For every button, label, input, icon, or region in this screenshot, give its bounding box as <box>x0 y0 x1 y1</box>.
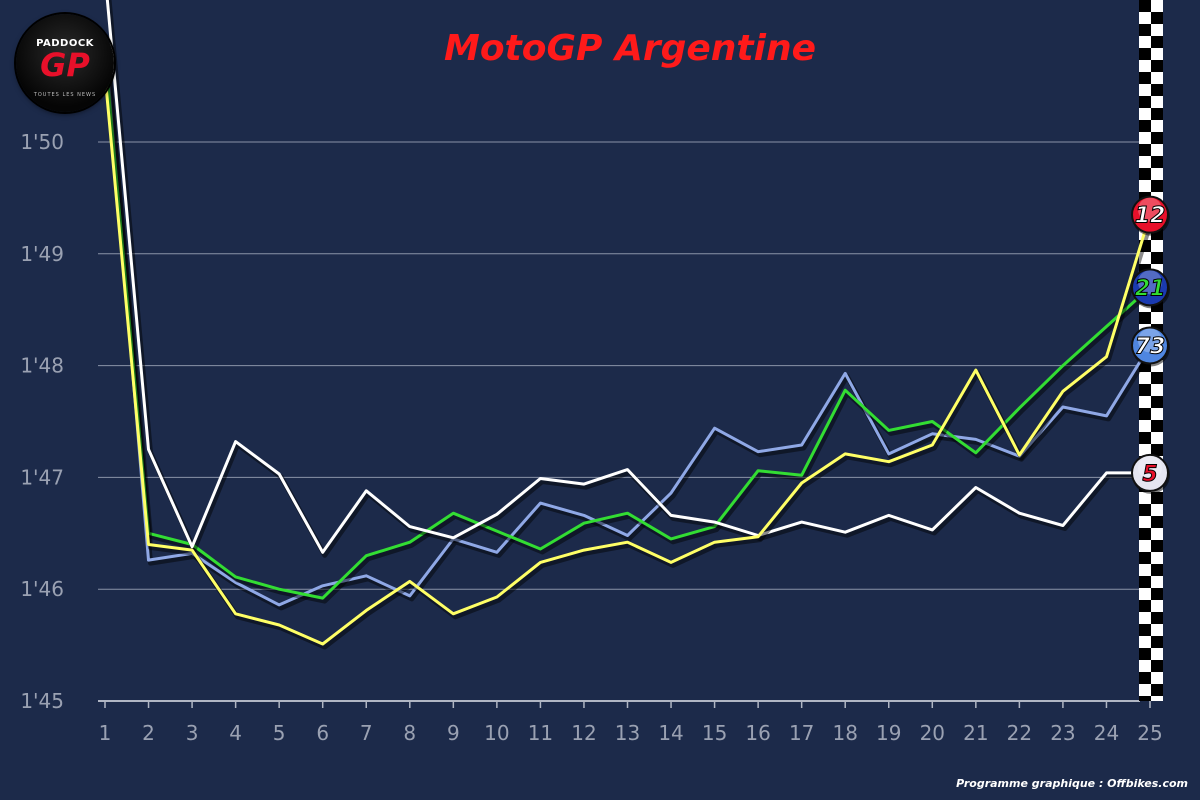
x-tick-label: 25 <box>1137 721 1162 745</box>
x-tick-label: 13 <box>615 721 640 745</box>
series-line-73 <box>103 41 1152 607</box>
x-tick-label: 3 <box>186 721 199 745</box>
chart-credit: Programme graphique : Offbikes.com <box>956 777 1188 790</box>
rider-badge-label: 21 <box>1135 276 1166 301</box>
rider-badge-label: 12 <box>1135 204 1166 229</box>
x-tick-label: 1 <box>99 721 112 745</box>
y-tick-label: 1'47 <box>20 465 64 489</box>
x-tick-label: 22 <box>1007 721 1032 745</box>
y-tick-label: 1'45 <box>20 689 64 713</box>
x-tick-label: 14 <box>658 721 683 745</box>
series-line-shadow-21 <box>104 55 1154 604</box>
y-tick-label: 1'48 <box>20 354 64 378</box>
series-line-12 <box>103 74 1152 646</box>
x-tick-label: 9 <box>447 721 460 745</box>
x-tick-label: 6 <box>316 721 329 745</box>
x-tick-label: 11 <box>528 721 553 745</box>
x-tick-label: 24 <box>1094 721 1119 745</box>
x-tick-label: 12 <box>571 721 596 745</box>
series-line-shadow-73 <box>104 44 1155 611</box>
x-tick-label: 18 <box>832 721 857 745</box>
logo-top-text: PADDOCK <box>36 38 94 49</box>
x-tick-label: 4 <box>229 721 242 745</box>
logo-bottom-text: TOUTES LES NEWS <box>33 92 97 98</box>
x-tick-label: 7 <box>360 721 373 745</box>
series-group <box>103 0 1155 650</box>
rider-badge-21: 21 <box>1131 268 1170 309</box>
x-tick-label: 2 <box>142 721 155 745</box>
x-tick-label: 10 <box>484 721 509 745</box>
x-tick-label: 8 <box>403 721 416 745</box>
x-tick-label: 20 <box>920 721 945 745</box>
paddock-gp-logo: PADDOCK GP TOUTES LES NEWS <box>16 14 114 112</box>
rider-badge-label: 5 <box>1142 462 1157 487</box>
x-tick-label: 23 <box>1050 721 1075 745</box>
rider-badge-73: 73 <box>1131 326 1170 367</box>
y-tick-label: 1'50 <box>20 130 64 154</box>
y-tick-label: 1'46 <box>20 577 64 601</box>
x-tick-label: 5 <box>273 721 286 745</box>
x-tick-label: 17 <box>789 721 814 745</box>
logo-main-text: GP <box>40 46 90 84</box>
rider-badge-12: 12 <box>1131 195 1170 236</box>
series-line-21 <box>103 52 1152 600</box>
y-tick-label: 1'49 <box>20 242 64 266</box>
chart-title: MotoGP Argentine <box>444 28 816 69</box>
x-tick-label: 15 <box>702 721 727 745</box>
rider-badge-label: 73 <box>1135 334 1166 359</box>
x-tick-label: 21 <box>963 721 988 745</box>
x-tick-label: 16 <box>745 721 770 745</box>
rider-badge-5: 5 <box>1131 453 1170 494</box>
x-tick-label: 19 <box>876 721 901 745</box>
series-line-5 <box>105 0 1150 554</box>
